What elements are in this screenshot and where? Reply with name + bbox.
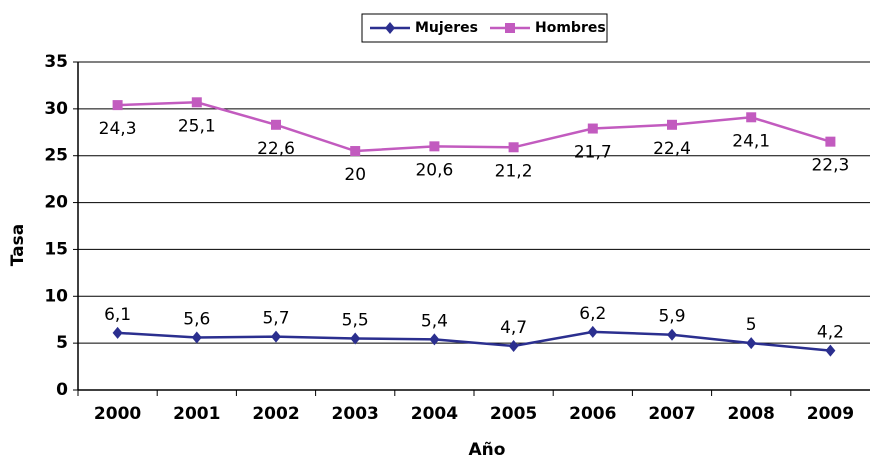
x-tick-label: 2008 (728, 404, 775, 424)
data-label: 22,3 (811, 156, 849, 176)
marker (825, 136, 836, 147)
marker (112, 326, 123, 339)
line (117, 101, 831, 153)
marker (746, 337, 757, 350)
x-axis-label: Año (469, 440, 506, 458)
data-label: 25,1 (178, 116, 216, 136)
data-label: 24,3 (99, 119, 137, 139)
y-tick-label: 25 (44, 146, 68, 166)
x-tick-label: 2001 (173, 404, 220, 424)
marker (191, 331, 202, 344)
data-label: 5,7 (262, 309, 289, 329)
x-tick-label: 2006 (569, 404, 616, 424)
data-label: 4,2 (817, 323, 844, 343)
x-tick-label: 2009 (807, 404, 854, 424)
x-tick-label: 2005 (490, 404, 537, 424)
data-label: 5,4 (421, 311, 448, 331)
marker (271, 330, 281, 343)
marker (587, 325, 598, 338)
data-label: 5,9 (658, 307, 685, 327)
marker (508, 339, 519, 352)
marker (429, 141, 440, 152)
marker (271, 119, 281, 130)
marker (505, 23, 515, 33)
line (117, 330, 831, 352)
marker (508, 142, 519, 153)
y-tick-label: 35 (44, 52, 68, 72)
data-label: 5 (746, 315, 757, 335)
marker (385, 22, 395, 34)
y-tick-label: 10 (44, 286, 68, 306)
marker (746, 112, 757, 123)
marker (350, 332, 361, 345)
x-tick-label: 2004 (411, 404, 458, 424)
marker (112, 100, 123, 111)
y-tick-label: 5 (56, 333, 68, 353)
data-label: 22,4 (653, 139, 691, 159)
marker (587, 123, 598, 134)
data-label: 20 (344, 165, 366, 185)
legend-label: Mujeres (415, 20, 478, 36)
data-label: 24,1 (732, 131, 770, 151)
x-tick-label: 2002 (252, 404, 299, 424)
y-tick-label: 20 (44, 193, 68, 213)
data-label: 5,5 (342, 310, 369, 330)
data-label: 6,2 (579, 304, 606, 324)
y-axis-label: Tasa (8, 224, 28, 266)
data-label: 22,6 (257, 139, 295, 159)
x-tick-label: 2007 (648, 404, 695, 424)
marker (667, 328, 677, 341)
x-tick-label: 2000 (94, 404, 141, 424)
x-tick-label: 2003 (332, 404, 379, 424)
y-tick-label: 0 (56, 380, 68, 400)
marker (667, 119, 677, 130)
marker (429, 333, 440, 346)
data-label: 21,7 (574, 143, 612, 163)
marker (350, 146, 361, 157)
y-tick-label: 15 (44, 239, 68, 259)
legend-label: Hombres (535, 20, 606, 36)
marker (191, 97, 202, 108)
y-tick-label: 30 (44, 99, 68, 119)
data-label: 21,2 (495, 161, 533, 181)
data-label: 4,7 (500, 318, 527, 338)
marker (825, 344, 836, 357)
data-label: 5,6 (183, 310, 210, 330)
data-label: 6,1 (104, 305, 131, 325)
data-label: 20,6 (415, 160, 453, 180)
